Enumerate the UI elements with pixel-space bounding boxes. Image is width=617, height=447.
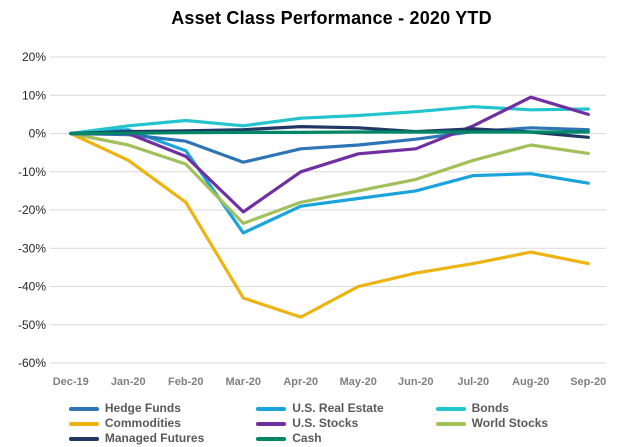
y-axis-labels: 20% 10% 0% -10% -20% -30% -40% -50% -60% xyxy=(18,50,46,370)
chart-legend: Hedge Funds Commodities Managed Futures U.S… xyxy=(0,402,617,445)
legend-swatch xyxy=(68,436,99,441)
legend-label: Commodities xyxy=(104,416,181,430)
legend-label: Hedge Funds xyxy=(104,401,181,415)
legend-label: U.S. Stocks xyxy=(292,416,359,430)
legend-item-hedge-funds: Hedge Funds xyxy=(68,401,204,415)
legend-label: Bonds xyxy=(471,401,509,415)
y-tick-label: -40% xyxy=(18,280,46,294)
y-tick-label: -60% xyxy=(18,356,46,370)
legend-item-bonds: Bonds xyxy=(435,401,548,415)
legend-swatch xyxy=(256,421,287,426)
legend-swatch xyxy=(435,421,466,426)
x-tick-label: Jan-20 xyxy=(111,376,146,388)
legend-column: Bonds World Stocks xyxy=(435,401,549,445)
legend-item-managed-futures: Managed Futures xyxy=(68,431,205,445)
legend-item-commodities: Commodities xyxy=(68,416,204,430)
legend-item-world-stocks: World Stocks xyxy=(435,416,549,430)
y-tick-label: 10% xyxy=(22,88,46,102)
series-line-u-s-stocks xyxy=(69,95,590,214)
legend-swatch xyxy=(256,436,287,441)
x-tick-label: Aug-20 xyxy=(512,376,549,388)
legend-column: U.S. Real Estate U.S. Stocks Cash xyxy=(256,401,384,445)
x-axis-labels: Dec-19 Jan-20 Feb-20 Mar-20 Apr-20 May-20 Jun-… xyxy=(53,376,607,388)
legend-swatch xyxy=(68,406,99,411)
y-tick-label: 20% xyxy=(22,50,46,64)
y-tick-label: -30% xyxy=(18,241,46,255)
legend-item-u-s-stocks: U.S. Stocks xyxy=(256,417,383,430)
x-tick-label: Dec-19 xyxy=(53,376,89,388)
chart-title: Asset Class Performance - 2020 YTD xyxy=(171,8,492,28)
series-line-cash xyxy=(69,130,590,136)
legend-item-u-s-real-estate: U.S. Real Estate xyxy=(256,401,384,415)
x-tick-label: Apr-20 xyxy=(283,376,318,388)
series-line-world-stocks xyxy=(69,131,590,225)
series-line-u-s-real-estate xyxy=(69,128,590,235)
series-line-commodities xyxy=(69,131,590,319)
x-tick-label: Jul-20 xyxy=(457,376,489,388)
x-tick-label: Sep-20 xyxy=(570,376,606,388)
legend-swatch xyxy=(256,406,287,411)
x-tick-label: Mar-20 xyxy=(226,376,261,388)
y-tick-label: -20% xyxy=(18,203,46,217)
legend-label: Cash xyxy=(292,431,322,445)
series-lines xyxy=(69,95,590,319)
y-tick-label: -10% xyxy=(18,165,46,179)
legend-label: Managed Futures xyxy=(104,431,205,445)
legend-label: U.S. Real Estate xyxy=(292,401,384,415)
legend-column: Hedge Funds Commodities Managed Futures xyxy=(68,401,205,445)
legend-swatch xyxy=(68,421,99,426)
legend-swatch xyxy=(435,406,466,411)
y-tick-label: 0% xyxy=(29,127,47,141)
x-tick-label: Jun-20 xyxy=(398,376,433,388)
x-tick-label: Feb-20 xyxy=(168,376,203,388)
x-tick-label: May-20 xyxy=(340,376,377,388)
legend-label: World Stocks xyxy=(471,416,549,430)
series-line-bonds xyxy=(69,105,590,136)
legend-item-cash: Cash xyxy=(256,432,383,445)
y-tick-label: -50% xyxy=(18,318,46,332)
